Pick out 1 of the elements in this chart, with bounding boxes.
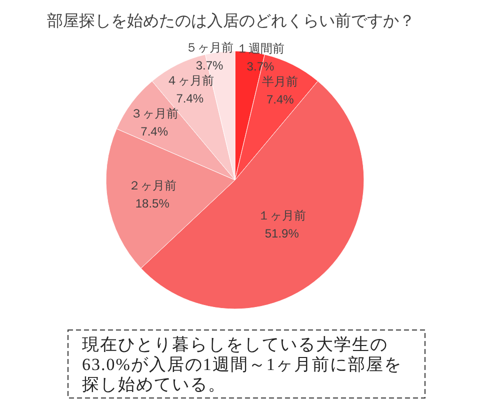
- title: 部屋探しを始めたのは入居のどれくらい前ですか？: [47, 13, 415, 30]
